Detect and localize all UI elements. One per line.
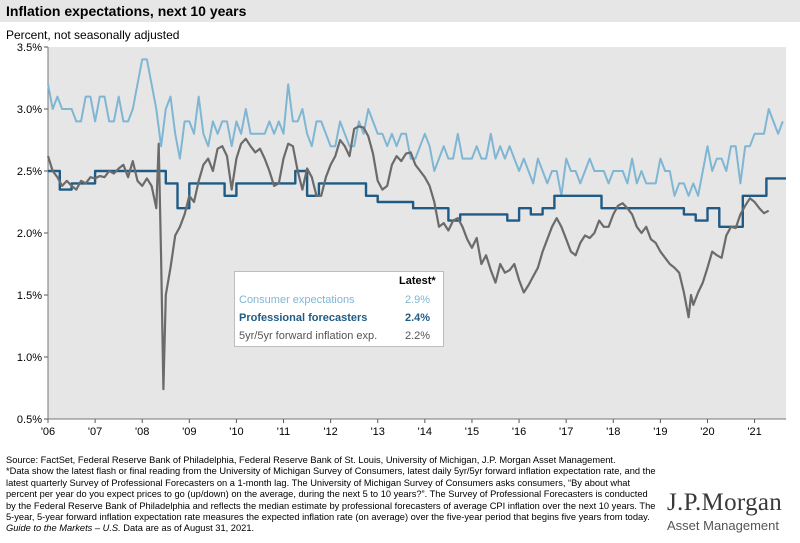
legend-item-breakeven: 5yr/5yr forward inflation exp. [239,330,378,342]
x-tick-label: '07 [88,426,102,438]
title-band [0,0,800,22]
series-line-5yr5yr-forward [46,125,770,391]
x-tick-label: '09 [182,426,196,438]
footnote-body: *Data show the latest flash or final rea… [6,466,656,523]
legend-header: Latest* [399,275,436,287]
x-tick-label: '08 [135,426,149,438]
logo-wordmark: J.P.Morgan [667,489,783,516]
footnote-guide: Guide to the Markets – U.S. Data are as … [6,523,656,534]
footnote-guide-date: Data are as of August 31, 2021. [120,523,255,534]
x-tick-label: '15 [465,426,479,438]
legend-value-breakeven: 2.2% [405,330,431,342]
jpmorgan-logo: J.P.Morgan Asset Management [667,489,792,534]
legend-item-consumer: Consumer expectations [239,294,355,306]
x-tick-label: '16 [512,426,526,438]
x-tick-label: '10 [229,426,243,438]
x-tick-label: '14 [418,426,432,438]
legend-value-professional: 2.4% [405,312,431,324]
y-tick-label: 2.0% [17,228,42,240]
logo-subtitle: Asset Management [667,518,780,533]
y-tick-label: 3.0% [17,104,42,116]
x-tick-label: '20 [700,426,714,438]
legend-value-consumer: 2.9% [405,294,431,306]
y-tick-label: 1.5% [17,290,42,302]
legend-box: Latest* Consumer expectations 2.9% Profe… [234,271,444,347]
series-line-professional-forecasters [48,169,786,228]
x-tick-label: '12 [323,426,337,438]
chart-subtitle: Percent, not seasonally adjusted [6,28,180,42]
y-tick-label: 2.5% [17,166,42,178]
series-line-consumer-expectations [47,58,784,197]
y-tick-label: 0.5% [17,414,42,426]
chart-title: Inflation expectations, next 10 years [6,3,247,19]
y-tick-label: 1.0% [17,352,42,364]
x-tick-label: '11 [277,426,291,438]
x-tick-label: '18 [606,426,620,438]
plot-background [48,47,786,419]
x-tick-label: '13 [371,426,385,438]
x-tick-label: '06 [41,426,55,438]
chart-area: 0.5% 1.0% 1.5% 2.0% 2.5% 3.0% 3.5% '06 '07 '08 '09… [17,42,786,438]
footnote-source: Source: FactSet, Federal Reserve Bank of… [6,455,616,465]
x-tick-label: '21 [747,426,761,438]
footnote-guide-title: Guide to the Markets – U.S. [6,523,121,534]
legend-item-professional: Professional forecasters [239,312,368,324]
x-tick-label: '19 [653,426,667,438]
y-tick-label: 3.5% [17,42,42,54]
x-tick-label: '17 [559,426,573,438]
source-footnote: Source: FactSet, Federal Reserve Bank of… [6,455,656,535]
